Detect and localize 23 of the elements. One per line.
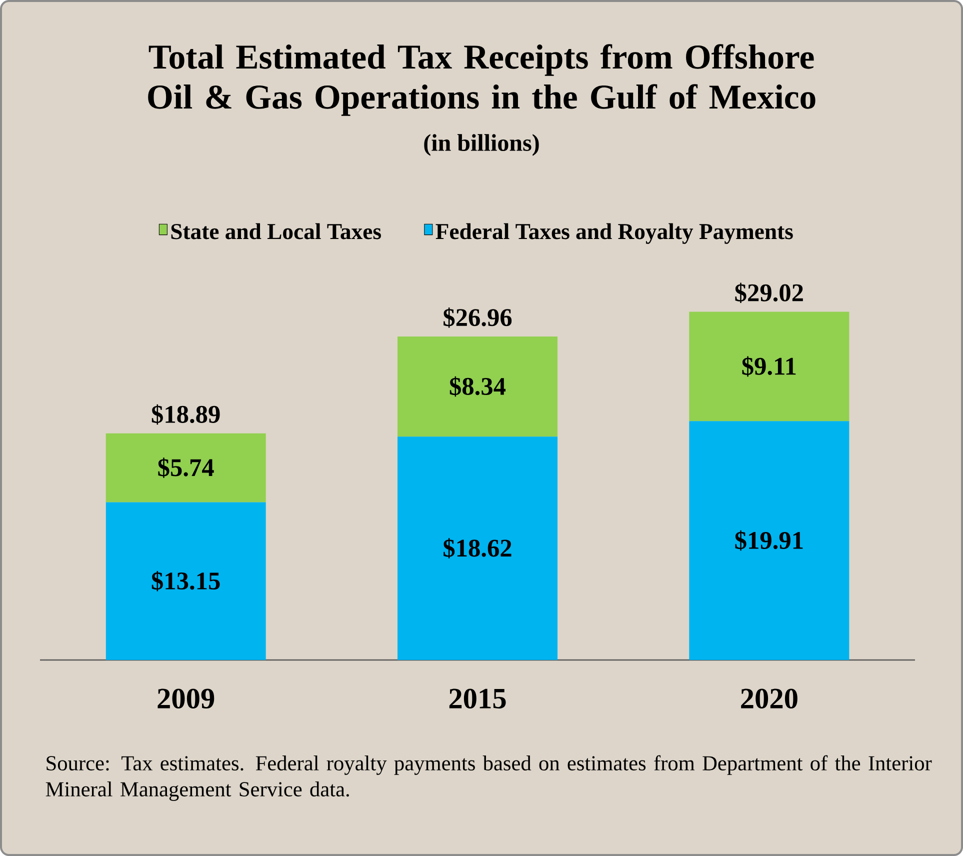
bar [689, 312, 850, 422]
data-label: $13.15 [152, 570, 220, 592]
x-tick-label: 2009 [158, 688, 214, 709]
legend-label: Federal Taxes and Royalty Payments [436, 223, 793, 244]
data-label: $9.11 [742, 356, 796, 377]
data-label: $8.34 [450, 376, 506, 397]
bar [106, 502, 266, 660]
data-label: $19.91 [735, 530, 803, 551]
chart-title: Total Estimated Tax Receipts from Offshore Oil & Gas Operations in the Gulf of Mexico [148, 44, 816, 116]
bar [106, 433, 266, 502]
x-tick-label: 2015 [449, 688, 506, 709]
source-note: Source: Tax estimates. Federal royalty payments based on estimates from Department of the Interior Mineral Management Service data. [46, 755, 932, 801]
x-tick-label: 2020 [741, 688, 798, 709]
chart-subtitle: (in billions) [424, 134, 539, 156]
total-label: $26.96 [444, 308, 512, 328]
total-label: $29.02 [735, 282, 803, 304]
bar [398, 436, 558, 660]
bar [689, 421, 850, 660]
legend-label: State and Local Taxes [171, 223, 381, 240]
total-label: $18.89 [152, 404, 220, 425]
data-label: $5.74 [158, 458, 214, 478]
data-label: $18.62 [444, 538, 512, 558]
bar [398, 336, 558, 437]
